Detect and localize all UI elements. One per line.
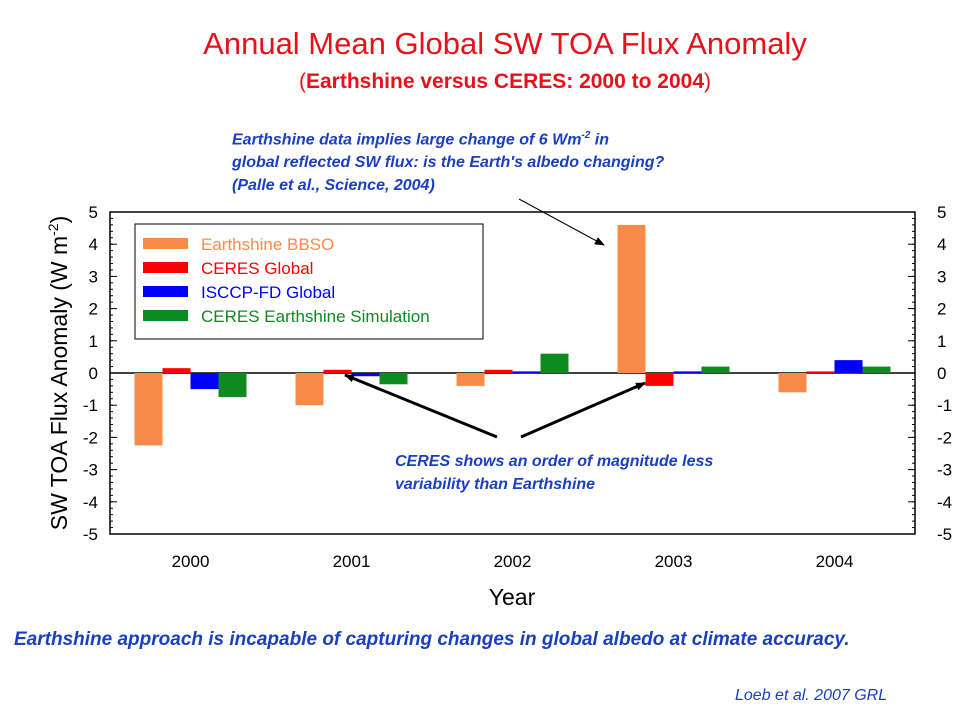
- y-axis-label: SW TOA Flux Anomaly (W m-2): [45, 216, 72, 531]
- y-tick-label-right: 4: [937, 235, 946, 254]
- note2-line2: variability than Earthshine: [395, 476, 596, 493]
- earthshine-annotation: Earthshine data implies large change of …: [232, 124, 664, 197]
- y-tick-label-left: -3: [83, 461, 98, 480]
- bar-ceres-global-2004: [806, 371, 835, 373]
- bar-earthshine-bbso-2001: [295, 373, 324, 406]
- note1-line1: Earthshine data implies large change of …: [232, 131, 582, 149]
- note2-line1: CERES shows an order of magnitude less: [395, 453, 714, 470]
- x-tick-label: 2001: [333, 552, 371, 571]
- conclusion-text: Earthshine approach is incapable of capt…: [14, 629, 850, 650]
- legend-swatch: [143, 286, 188, 297]
- x-axis-label: Year: [489, 584, 536, 610]
- bar-earthshine-bbso-2004: [778, 373, 807, 393]
- bar-ceres-earthshine-simulation-2003: [701, 366, 730, 373]
- bar-isccp-fd-global-2002: [512, 371, 541, 373]
- legend-label: Earthshine BBSO: [201, 235, 334, 254]
- y-axis-label-exponent: -2: [45, 223, 61, 236]
- bar-earthshine-bbso-2003: [617, 224, 646, 373]
- bar-isccp-fd-global-2000: [190, 373, 219, 390]
- chart-subtitle: (Earthshine versus CERES: 2000 to 2004): [298, 70, 711, 93]
- x-tick-label: 2000: [172, 552, 210, 571]
- y-tick-label-right: 3: [937, 267, 946, 286]
- legend-label: ISCCP-FD Global: [201, 283, 335, 302]
- y-tick-label-right: 0: [937, 364, 946, 383]
- note1-line2: global reflected SW flux: is the Earth's…: [232, 154, 665, 172]
- x-tick-label: 2002: [494, 552, 532, 571]
- y-tick-label-right: 2: [937, 300, 946, 319]
- bar-ceres-earthshine-simulation-2004: [862, 366, 891, 373]
- y-tick-label-right: -4: [937, 493, 952, 512]
- y-tick-label-left: -1: [83, 396, 98, 415]
- y-tick-label-left: 2: [89, 300, 98, 319]
- y-tick-label-left: -5: [83, 525, 98, 544]
- y-tick-label-left: -2: [83, 428, 98, 447]
- bar-ceres-earthshine-simulation-2000: [218, 373, 247, 398]
- y-tick-label-left: 4: [89, 235, 98, 254]
- bar-ceres-global-2002: [484, 369, 513, 373]
- y-tick-label-right: 1: [937, 332, 946, 351]
- y-tick-label-left: 0: [89, 364, 98, 383]
- y-tick-label-right: -3: [937, 461, 952, 480]
- bar-ceres-global-2003: [645, 373, 674, 386]
- bar-isccp-fd-global-2001: [351, 373, 380, 377]
- bar-ceres-global-2001: [323, 369, 352, 373]
- bar-earthshine-bbso-2000: [134, 373, 163, 446]
- legend-label: CERES Earthshine Simulation: [201, 307, 430, 326]
- note1-line1-end: in: [590, 131, 609, 149]
- bar-isccp-fd-global-2003: [673, 371, 702, 373]
- arrow-to-ceres-2003: [520, 381, 646, 439]
- y-axis-label-main: SW TOA Flux Anomaly (W m: [46, 236, 72, 530]
- y-tick-label-right: 5: [937, 203, 946, 222]
- x-tick-label: 2004: [816, 552, 854, 571]
- arrow-to-ceres-2001: [344, 373, 498, 439]
- plot-frame: [109, 211, 916, 535]
- chart-title: Annual Mean Global SW TOA Flux Anomaly: [203, 26, 807, 61]
- note1-line3: (Palle et al., Science, 2004): [232, 177, 435, 195]
- ceres-annotation: CERES shows an order of magnitude less v…: [395, 450, 713, 496]
- bar-ceres-earthshine-simulation-2002: [540, 353, 569, 373]
- legend-swatch: [143, 310, 188, 321]
- legend-label: CERES Global: [201, 259, 313, 278]
- legend-swatch: [143, 238, 188, 249]
- x-tick-label: 2003: [655, 552, 693, 571]
- y-tick-label-left: 1: [89, 332, 98, 351]
- y-tick-label-right: -2: [937, 428, 952, 447]
- y-tick-label-right: -5: [937, 525, 952, 544]
- arrow-to-earthshine-2003: [518, 198, 605, 246]
- legend-box: [134, 223, 484, 340]
- y-tick-label-left: 3: [89, 267, 98, 286]
- note1-exp: -2: [581, 130, 591, 141]
- chart-subtitle-text: Earthshine versus CERES: 2000 to 2004: [305, 70, 704, 93]
- y-tick-label-right: -1: [937, 396, 952, 415]
- y-tick-label-left: 5: [89, 203, 98, 222]
- bar-earthshine-bbso-2002: [456, 373, 485, 386]
- y-tick-label-left: -4: [83, 493, 98, 512]
- bar-isccp-fd-global-2004: [834, 360, 863, 373]
- citation-text: Loeb et al. 2007 GRL: [735, 687, 888, 704]
- bar-ceres-earthshine-simulation-2001: [379, 373, 408, 385]
- y-axis-label-close: ): [46, 216, 72, 224]
- legend-swatch: [143, 262, 188, 273]
- bar-ceres-global-2000: [162, 368, 191, 373]
